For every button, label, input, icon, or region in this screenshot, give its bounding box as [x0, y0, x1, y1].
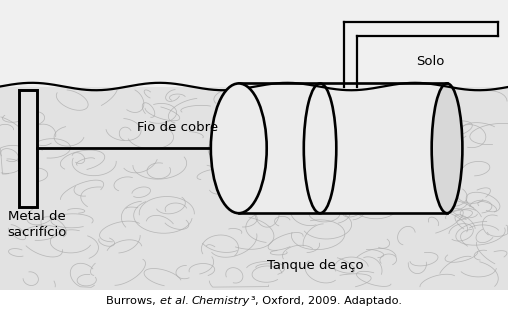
Text: Tanque de aço: Tanque de aço	[267, 259, 363, 272]
Bar	[19, 90, 37, 207]
Bar	[239, 83, 447, 213]
Ellipse shape	[432, 83, 462, 213]
Text: .: .	[185, 296, 192, 306]
Text: Metal de
sacrifício: Metal de sacrifício	[8, 210, 67, 239]
Text: , Oxford, 2009. Adaptado.: , Oxford, 2009. Adaptado.	[255, 296, 402, 306]
Text: Solo: Solo	[417, 55, 445, 68]
Text: Fio de cobre: Fio de cobre	[137, 121, 218, 134]
Text: Burrows,: Burrows,	[106, 296, 160, 306]
Text: Chemistry: Chemistry	[192, 296, 250, 306]
Bar	[0, 0, 508, 87]
Text: ³: ³	[250, 296, 255, 306]
Text: et al: et al	[160, 296, 185, 306]
Ellipse shape	[211, 83, 267, 213]
Bar	[0, 87, 508, 290]
